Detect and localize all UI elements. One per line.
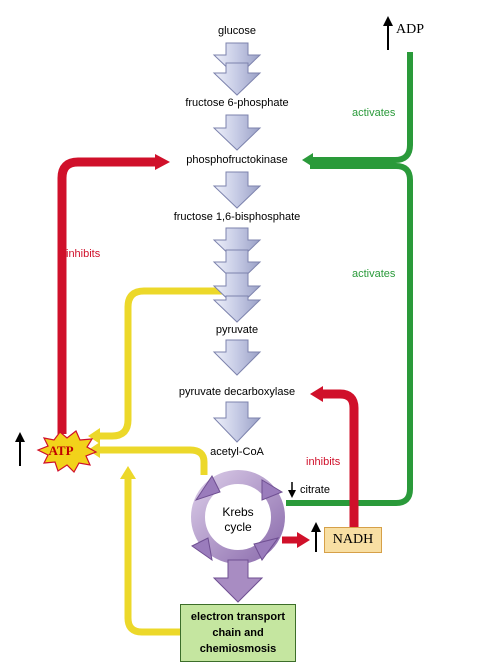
atp-inhibits-label: inhibits (66, 248, 101, 260)
atp-from-glycolysis-arrowhead (88, 428, 100, 444)
atp-from-glycolysis-line (98, 287, 236, 440)
adp-activates-pfk-line (310, 52, 413, 163)
node-acetyl-coa: acetyl-CoA (208, 446, 266, 459)
nadh-box: NADH (324, 527, 382, 553)
step-pyruvate-to-pdc (212, 339, 262, 376)
krebs-label-line1: Krebs (222, 505, 254, 519)
atp-inhibits-pfk-arrowhead (155, 154, 170, 170)
nadh-increase-arrow-icon (311, 522, 321, 552)
step-pfk-to-f16bp (212, 171, 262, 209)
citrate-activates-pfk-line (286, 163, 413, 506)
krebs-arrow-bottom (191, 537, 213, 562)
atp-label: ATP (48, 443, 74, 458)
krebs-arrow-right (253, 537, 280, 561)
node-glucose: glucose (216, 25, 258, 38)
atp-from-etc-line (124, 478, 180, 636)
node-pyruvate: pyruvate (213, 324, 261, 337)
electron-transport-chain-box: electron transport chain and chemiosmosi… (180, 604, 296, 662)
atp-starburst (36, 430, 98, 473)
step-pdc-to-acetylcoa (212, 401, 262, 443)
step-glucose-to-f6p (212, 42, 262, 96)
atp-from-etc-arrowhead (120, 466, 136, 479)
node-fructose-6-phosphate: fructose 6-phosphate (183, 97, 291, 110)
citrate-label: citrate (300, 484, 330, 496)
citrate-decrease-arrow-icon (288, 482, 296, 498)
krebs-cycle-label: Krebs cycle (210, 505, 266, 535)
step-krebs-to-etc (212, 559, 264, 603)
nadh-inhibits-label: inhibits (306, 456, 341, 468)
adp-label: ADP (396, 22, 425, 37)
step-f16bp-to-pyruvate (212, 227, 262, 323)
etc-label-line1: electron transport (190, 611, 286, 623)
node-phosphofructokinase: phosphofructokinase (184, 154, 290, 167)
krebs-label-line2: cycle (224, 520, 252, 534)
krebs-arrow-top (261, 479, 284, 501)
nadh-inhibits-pdc-arrowhead (310, 386, 323, 402)
citrate-activates-label: activates (352, 268, 396, 280)
krebs-cycle-ring (191, 470, 285, 564)
atp-inhibits-pfk-line (57, 157, 158, 434)
krebs-arrow-left (194, 475, 221, 501)
etc-label-line3: chemiosmosis (199, 643, 277, 655)
adp-increase-arrow-icon (383, 16, 393, 50)
node-fructose-1-6-bisphosphate: fructose 1,6-bisphosphate (171, 211, 303, 224)
krebs-to-nadh-arrowhead (297, 532, 310, 548)
atp-increase-arrow-icon (15, 432, 25, 466)
adp-activates-label: activates (352, 107, 396, 119)
etc-label-line2: chain and (212, 627, 264, 639)
step-f6p-to-pfk (212, 114, 262, 151)
atp-from-krebs-line (98, 446, 208, 475)
nadh-inhibits-pdc-line (322, 389, 359, 527)
node-pyruvate-decarboxylase: pyruvate decarboxylase (176, 386, 298, 399)
atp-from-krebs-arrowhead (88, 442, 100, 458)
